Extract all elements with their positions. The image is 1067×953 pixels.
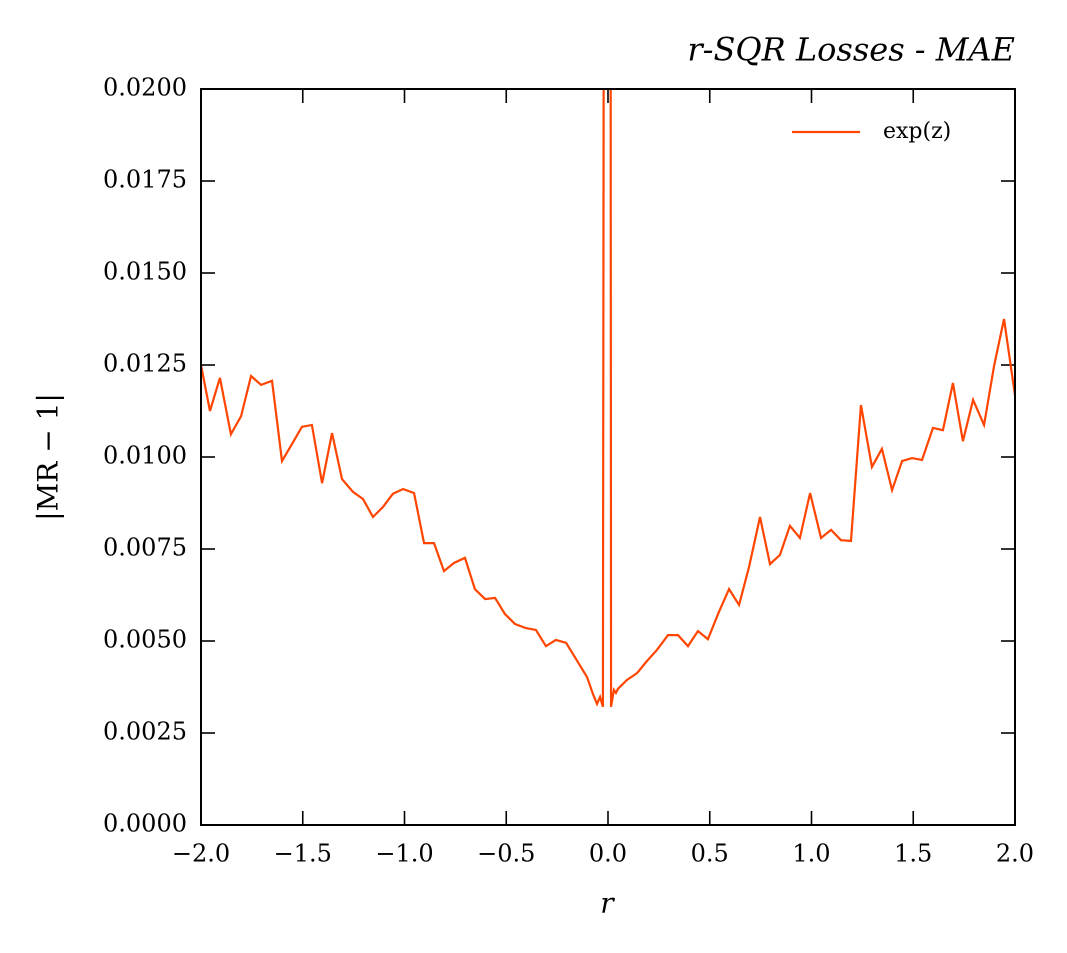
y-tick-label: 0.0200 (103, 74, 187, 102)
x-tick-label: −1.5 (274, 840, 332, 868)
y-tick-label: 0.0075 (103, 534, 187, 562)
x-tick-label: −0.5 (477, 840, 535, 868)
y-tick-label: 0.0125 (103, 350, 187, 378)
plot-area (201, 89, 1015, 708)
y-tick-label: 0.0150 (103, 258, 187, 286)
ticks: −2.0 −1.5 −1.0 −0.5 0.0 0.5 1.0 1.5 2.0 0.0000 0.0… (103, 74, 1034, 868)
x-axis-label: r (600, 887, 615, 920)
x-tick-label: −2.0 (172, 840, 230, 868)
y-tick-label: 0.0050 (103, 626, 187, 654)
legend-label: exp(z) (883, 119, 951, 144)
y-tick-label: 0.0175 (103, 166, 187, 194)
data-line (201, 89, 1015, 708)
x-tick-label: 1.0 (792, 840, 830, 868)
x-tick-label: 0.0 (589, 840, 627, 868)
legend: exp(z) (792, 119, 951, 144)
y-tick-label: 0.0100 (103, 442, 187, 470)
chart-title: r-SQR Losses - MAE (687, 31, 1015, 69)
y-axis-label: |MR − 1| (32, 393, 65, 521)
x-tick-label: 2.0 (996, 840, 1034, 868)
x-tick-label: −1.0 (375, 840, 433, 868)
y-tick-label: 0.0000 (103, 810, 187, 838)
plot-frame (200, 88, 1016, 826)
x-tick-label: 0.5 (691, 840, 729, 868)
y-tick-label: 0.0025 (103, 718, 187, 746)
x-tick-label: 1.5 (894, 840, 932, 868)
